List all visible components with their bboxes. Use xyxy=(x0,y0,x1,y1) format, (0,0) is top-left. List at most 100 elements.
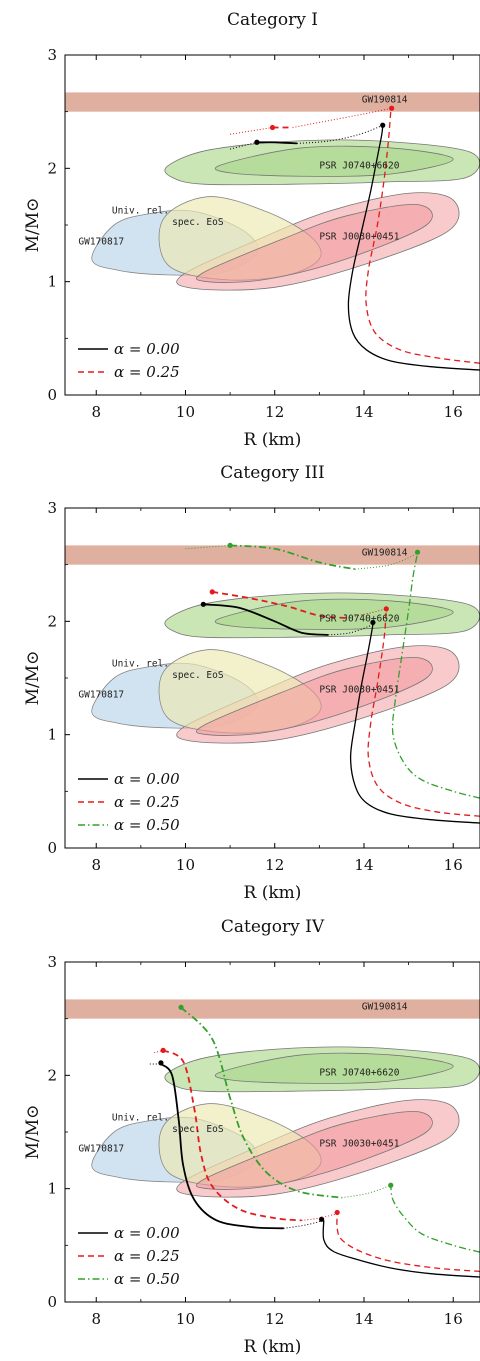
y-tick-label: 3 xyxy=(47,953,57,971)
x-tick-label: 10 xyxy=(176,1310,195,1328)
x-tick-label: 12 xyxy=(265,856,284,874)
y-tick-label: 3 xyxy=(47,46,57,64)
y-axis-label: M/M⊙ xyxy=(23,1105,43,1160)
y-tick-label: 1 xyxy=(47,726,57,744)
chart-panel-3: GW190814 PSR J0740+6620 PSR J0030+0451 GW17… xyxy=(23,917,480,1357)
series-1-unstable-curve xyxy=(301,1213,338,1221)
annotation-4: Univ. rel. xyxy=(112,206,169,217)
series-0-marker-0 xyxy=(380,122,386,128)
series-1-unstable-curve xyxy=(292,107,392,129)
series-2-marker-1 xyxy=(227,542,233,549)
series-1-marker-0 xyxy=(334,1209,340,1216)
series-1-marker-1 xyxy=(160,1047,166,1053)
gw190814-band xyxy=(65,545,480,565)
series-0-unstable-curve xyxy=(283,1219,324,1229)
series-1-marker-0 xyxy=(389,105,395,111)
chart-panel-1: GW190814 PSR J0740+6620 PSR J0030+0451 GW17… xyxy=(23,10,480,450)
x-tick-label: 8 xyxy=(91,856,101,874)
annotation-4: Univ. rel. xyxy=(112,1113,169,1124)
legend-label-0: α = 0.00 xyxy=(114,340,180,358)
chart-panel-2: GW190814 PSR J0740+6620 PSR J0030+0451 GW17… xyxy=(23,463,480,903)
chart-title: Category I xyxy=(227,10,318,30)
y-axis-label: M/M⊙ xyxy=(23,198,43,253)
series-2-stable-curve xyxy=(391,553,480,799)
y-tick-label: 0 xyxy=(47,386,57,404)
x-axis-label: R (km) xyxy=(244,430,302,450)
legend-label-0: α = 0.00 xyxy=(114,1224,180,1242)
psr-j0740-inner-region xyxy=(214,145,454,177)
plot-area: GW190814 PSR J0740+6620 PSR J0030+0451 GW17… xyxy=(65,92,480,371)
series-1-marker-0 xyxy=(383,606,389,612)
legend-label-2: α = 0.50 xyxy=(114,816,180,834)
series-0-marker-1 xyxy=(200,601,206,607)
x-tick-label: 16 xyxy=(444,403,463,421)
x-tick-label: 16 xyxy=(444,856,463,874)
series-1-stable-curve xyxy=(336,1213,480,1273)
series-1-unstable-curve-2 xyxy=(230,127,273,135)
plot-area: GW190814 PSR J0740+6620 PSR J0030+0451 GW17… xyxy=(65,999,480,1278)
series-2-marker-0 xyxy=(414,549,421,555)
annotation-1: PSR J0740+6620 xyxy=(319,613,399,624)
x-tick-label: 14 xyxy=(354,856,373,874)
psr-j0030-inner-region xyxy=(196,204,433,283)
series-0-branch-curve xyxy=(256,141,298,145)
series-0-marker-1 xyxy=(158,1060,164,1066)
annotation-0: GW190814 xyxy=(362,95,408,106)
x-tick-label: 14 xyxy=(354,1310,373,1328)
psr-j0030-inner-region xyxy=(196,657,433,736)
y-tick-label: 3 xyxy=(47,499,57,517)
y-tick-label: 2 xyxy=(47,1066,57,1084)
y-axis-label: M/M⊙ xyxy=(23,651,43,706)
series-2-unstable-curve xyxy=(341,1184,391,1199)
x-tick-label: 12 xyxy=(265,403,284,421)
annotation-2: PSR J0030+0451 xyxy=(319,1139,399,1150)
legend-label-1: α = 0.25 xyxy=(114,1247,180,1265)
psr-j0740-inner-region xyxy=(214,1052,454,1084)
x-tick-label: 14 xyxy=(354,403,373,421)
series-1-stable-curve xyxy=(367,609,480,817)
annotation-3: GW170817 xyxy=(78,689,124,700)
series-2-unstable-curve xyxy=(354,552,418,570)
annotation-3: GW170817 xyxy=(78,236,124,247)
annotation-0: GW190814 xyxy=(362,1002,408,1013)
series-2-stable-curve xyxy=(390,1185,480,1253)
x-tick-label: 8 xyxy=(91,1310,101,1328)
series-1-marker-1 xyxy=(269,124,276,131)
annotation-1: PSR J0740+6620 xyxy=(319,1067,399,1078)
y-tick-label: 1 xyxy=(47,273,57,291)
series-1-branch-curve xyxy=(162,1049,302,1222)
annotation-2: PSR J0030+0451 xyxy=(319,685,399,696)
series-0-branch-curve xyxy=(203,603,329,636)
series-1-stable-curve xyxy=(365,107,480,364)
x-axis-label: R (km) xyxy=(244,883,302,903)
series-0-marker-0 xyxy=(370,619,376,626)
legend-label-1: α = 0.25 xyxy=(114,793,180,811)
series-2-branch-curve xyxy=(180,1006,342,1199)
legend-label-1: α = 0.25 xyxy=(114,363,180,381)
x-axis-label: R (km) xyxy=(244,1337,302,1357)
y-tick-label: 1 xyxy=(47,1180,57,1198)
series-2-marker-1 xyxy=(178,1004,184,1010)
annotation-5: spec. EoS xyxy=(172,217,224,228)
chart-title: Category IV xyxy=(221,917,325,937)
y-tick-label: 0 xyxy=(47,839,57,857)
x-tick-label: 8 xyxy=(91,403,101,421)
plot-area: GW190814 PSR J0740+6620 PSR J0030+0451 GW17… xyxy=(65,542,480,824)
y-tick-label: 2 xyxy=(47,159,57,177)
annotation-3: GW170817 xyxy=(78,1143,124,1154)
annotation-0: GW190814 xyxy=(362,548,408,559)
series-2-branch-curve xyxy=(230,544,356,571)
annotation-1: PSR J0740+6620 xyxy=(319,160,399,171)
series-0-marker-1 xyxy=(254,139,260,145)
series-0-stable-curve xyxy=(322,1220,480,1278)
x-tick-label: 10 xyxy=(176,856,195,874)
chart-title: Category III xyxy=(220,463,324,483)
series-1-marker-1 xyxy=(209,589,215,595)
annotation-2: PSR J0030+0451 xyxy=(319,232,399,243)
x-tick-label: 16 xyxy=(444,1310,463,1328)
series-0-stable-curve xyxy=(347,125,480,371)
gw190814-band xyxy=(65,92,480,112)
y-tick-label: 0 xyxy=(47,1293,57,1311)
